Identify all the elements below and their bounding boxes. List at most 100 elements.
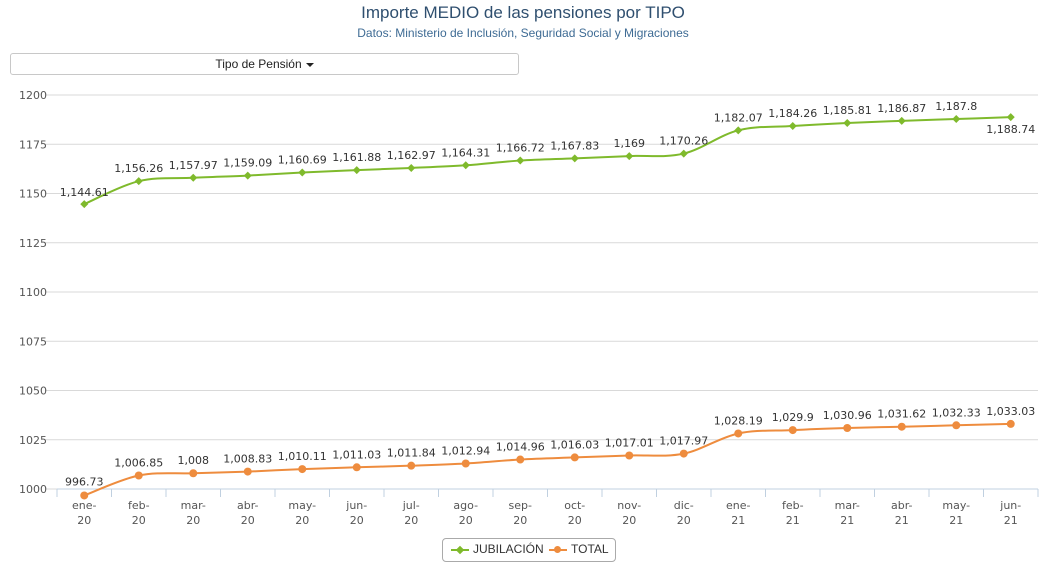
x-tick-label: 20 (404, 514, 418, 527)
x-tick-label: dic- (674, 499, 694, 512)
data-point-total (625, 451, 634, 460)
data-point-total (516, 455, 525, 464)
x-tick-label: ago- (453, 499, 478, 512)
data-point-jubilacion (407, 163, 416, 172)
data-point-jubilacion (679, 149, 688, 158)
series-line-total (83, 422, 1011, 497)
data-point-jubilacion (734, 126, 743, 135)
data-point-total (570, 453, 579, 462)
data-point-jubilacion (1006, 113, 1015, 122)
data-label: 1,010.11 (278, 450, 327, 463)
data-label: 1,008.83 (223, 453, 272, 466)
x-tick-label: feb- (128, 499, 150, 512)
data-point-total (679, 449, 688, 458)
x-tick-label: 20 (132, 514, 146, 527)
data-label: 1,017.97 (659, 435, 708, 448)
legend-item-jubilacion[interactable]: JUBILACIÓN (451, 542, 544, 556)
data-point-jubilacion (80, 200, 89, 209)
chart-subtitle: Datos: Ministerio de Inclusión, Segurida… (357, 26, 689, 40)
data-label: 1,011.03 (332, 448, 381, 461)
data-label: 1,186.87 (877, 102, 926, 115)
data-label: 1,169 (614, 137, 646, 150)
data-point-total (298, 465, 307, 474)
data-label: 1,182.07 (714, 111, 763, 124)
x-tick-label: 20 (622, 514, 636, 527)
data-label: 1,157.97 (169, 159, 218, 172)
data-label: 1,008 (178, 454, 210, 467)
data-point-total (189, 469, 198, 478)
y-tick-label: 1150 (19, 188, 47, 201)
data-label: 1,156.26 (114, 162, 163, 175)
x-tick-label: may- (942, 499, 970, 512)
data-label: 1,014.96 (496, 441, 545, 454)
x-tick-label: 20 (677, 514, 691, 527)
x-tick-label: 20 (350, 514, 364, 527)
pension-type-dropdown[interactable]: Tipo de Pensión (10, 53, 519, 75)
x-tick-label: mar- (835, 499, 860, 512)
caret-down-icon (305, 62, 314, 67)
y-tick-label: 1075 (19, 335, 47, 348)
data-point-jubilacion (952, 115, 961, 124)
data-point-total (461, 459, 470, 468)
data-label: 1,144.61 (60, 186, 109, 199)
data-label: 1,161.88 (332, 151, 381, 164)
data-point-jubilacion (788, 122, 797, 131)
data-point-total (843, 424, 852, 433)
x-tick-label: 21 (840, 514, 854, 527)
data-label: 1,162.97 (387, 149, 436, 162)
x-tick-label: jul- (402, 499, 420, 512)
data-label: 1,006.85 (114, 457, 163, 470)
data-label: 996.73 (65, 475, 104, 488)
data-label: 1,167.83 (550, 139, 599, 152)
data-point-jubilacion (461, 161, 470, 170)
x-tick-label: abr- (891, 499, 913, 512)
data-point-jubilacion (298, 168, 307, 177)
x-tick-label: 20 (513, 514, 527, 527)
data-point-jubilacion (570, 154, 579, 163)
x-tick-label: 21 (1004, 514, 1018, 527)
x-tick-label: 21 (731, 514, 745, 527)
diamond-marker-icon (455, 545, 465, 555)
data-label: 1,030.96 (823, 409, 872, 422)
x-tick-label: 21 (786, 514, 800, 527)
x-tick-label: 20 (295, 514, 309, 527)
legend-label-total: TOTAL (571, 542, 609, 556)
data-label: 1,032.33 (932, 406, 981, 419)
data-point-total (80, 491, 89, 500)
x-tick-label: ene- (726, 499, 751, 512)
x-tick-label: jun- (345, 499, 367, 512)
data-label: 1,166.72 (496, 142, 545, 155)
y-tick-label: 1100 (19, 286, 47, 299)
data-point-jubilacion (516, 156, 525, 165)
data-label: 1,012.94 (441, 445, 490, 458)
x-tick-label: 20 (241, 514, 255, 527)
data-label: 1,164.31 (441, 146, 490, 159)
data-point-total (134, 471, 143, 480)
data-point-total (1006, 419, 1015, 428)
x-tick-label: may- (288, 499, 316, 512)
data-label: 1,160.69 (278, 153, 327, 166)
x-tick-label: feb- (782, 499, 804, 512)
data-point-total (788, 426, 797, 435)
data-label: 1,029.9 (772, 411, 814, 424)
data-label: 1,028.19 (714, 414, 763, 427)
x-tick-label: ene- (72, 499, 97, 512)
x-tick-label: jun- (999, 499, 1021, 512)
x-tick-label: mar- (181, 499, 206, 512)
data-label: 1,187.8 (935, 100, 977, 113)
x-tick-label: 20 (568, 514, 582, 527)
y-tick-label: 1200 (19, 89, 47, 102)
legend-item-total[interactable]: TOTAL (549, 542, 609, 556)
data-label: 1,184.26 (768, 107, 817, 120)
dropdown-label: Tipo de Pensión (215, 57, 302, 71)
x-tick-label: 20 (459, 514, 473, 527)
data-label: 1,188.74 (986, 123, 1035, 136)
x-tick-label: abr- (237, 499, 259, 512)
legend-line-jubilacion (451, 545, 469, 555)
x-tick-label: nov- (617, 499, 641, 512)
data-point-jubilacion (134, 177, 143, 186)
data-label: 1,016.03 (550, 438, 599, 451)
data-point-total (952, 421, 961, 430)
data-label: 1,031.62 (877, 408, 926, 421)
